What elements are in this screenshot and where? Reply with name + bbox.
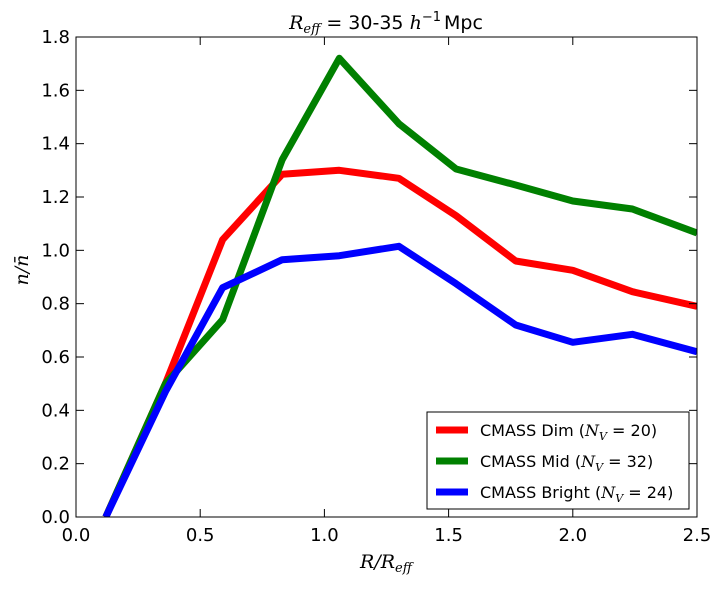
y-tick-label: 1.8	[41, 27, 70, 48]
series-line-cmass-mid	[102, 54, 697, 517]
legend-label: CMASS Bright (NV = 24)	[480, 483, 673, 505]
x-tick-label: 0.5	[186, 525, 215, 546]
series-line-cmass-bright	[102, 242, 697, 517]
y-tick-label: 1.4	[41, 134, 70, 155]
x-tick-label: 1.0	[310, 525, 339, 546]
series-line-cmass-dim	[102, 166, 697, 517]
y-axis: 0.0 0.2 0.4 0.6 0.8 1.0 1.2 1.4 1.6 1.8	[41, 27, 697, 528]
y-axis-label: n/n̄	[11, 255, 33, 286]
legend-label: CMASS Dim (NV = 20)	[480, 421, 657, 443]
y-tick-label: 0.2	[41, 454, 70, 475]
legend-box	[426, 411, 690, 510]
legend: CMASS Dim (NV = 20) CMASS Mid (NV = 32) CM…	[426, 411, 690, 510]
plot-area-frame	[75, 36, 698, 518]
y-tick-label: 0.4	[41, 400, 70, 421]
y-tick-label: 1.6	[41, 80, 70, 101]
x-axis: 0.0 0.5 1.0 1.5 2.0 2.5	[62, 37, 712, 546]
x-axis-label: R/Reff	[359, 551, 415, 576]
x-tick-label: 1.5	[434, 525, 463, 546]
x-tick-label: 0.0	[62, 525, 91, 546]
y-tick-label: 0.6	[41, 347, 70, 368]
x-tick-label: 2.0	[558, 525, 587, 546]
x-tick-label: 2.5	[683, 525, 712, 546]
y-tick-label: 1.0	[41, 240, 70, 261]
series-group	[102, 54, 697, 517]
y-tick-label: 0.0	[41, 507, 70, 528]
y-tick-label: 1.2	[41, 187, 70, 208]
y-tick-label: 0.8	[41, 294, 70, 315]
chart-title: Reff = 30-35 h−1 Mpc	[288, 10, 483, 37]
legend-label: CMASS Mid (NV = 32)	[480, 452, 653, 474]
